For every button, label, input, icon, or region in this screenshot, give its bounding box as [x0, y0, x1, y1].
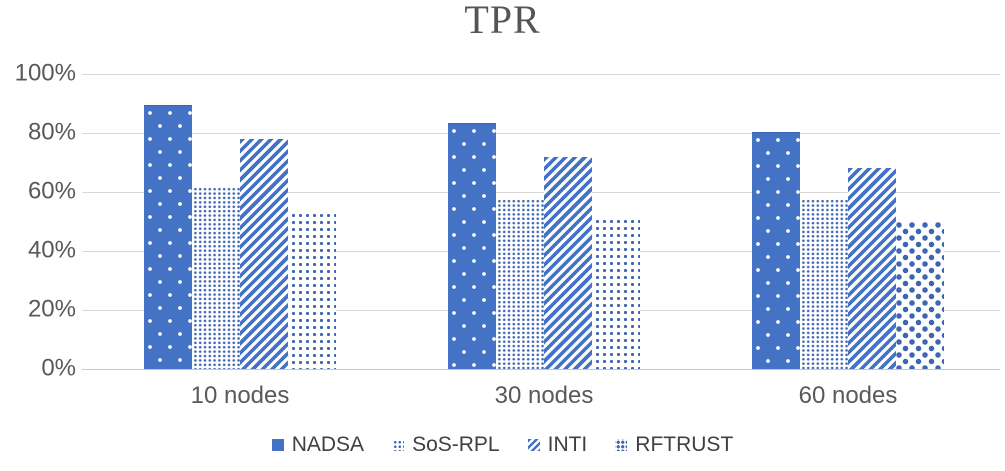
gridline-80: [82, 133, 1000, 134]
x-axis-labels: 10 nodes 30 nodes 60 nodes: [88, 382, 1000, 410]
gridline-60: [82, 192, 1000, 193]
legend-item-inti: INTI: [527, 433, 588, 457]
bar-groups: [88, 74, 1000, 369]
category-group-60-nodes: [696, 74, 1000, 369]
category-group-30-nodes: [392, 74, 696, 369]
bar-inti-60-nodes: [848, 168, 896, 369]
bar-inti-30-nodes: [544, 156, 592, 369]
bar-inti-10-nodes: [240, 138, 288, 369]
x-axis-category-label-30-nodes: 30 nodes: [494, 382, 594, 409]
bar-rftrust-60-nodes: [896, 221, 944, 369]
legend-label-rftrust: RFTRUST: [635, 433, 734, 456]
chart-title: TPR: [464, 0, 541, 42]
plot-area: 0% 20% 40% 60% 80% 100%: [15, 59, 1000, 381]
bar-nadsa-30-nodes: [448, 123, 496, 369]
legend-item-rftrust: RFTRUST: [615, 433, 733, 457]
legend-swatch-nadsa: [271, 439, 284, 451]
legend-swatch-rftrust: [615, 439, 628, 451]
legend-label-nadsa: NADSA: [291, 433, 365, 456]
x-axis-category-label-10-nodes: 10 nodes: [190, 382, 290, 409]
legend-item-nadsa: NADSA: [271, 433, 365, 457]
gridline-100: [82, 74, 1000, 75]
gridline-0: [82, 369, 1000, 370]
y-axis-tick-label-60: 60%: [27, 177, 76, 205]
legend-label-inti: INTI: [547, 433, 588, 456]
legend-swatch-sos-rpl: [392, 439, 405, 451]
bar-rftrust-30-nodes: [592, 215, 640, 369]
y-axis-tick-label-0: 0%: [41, 354, 76, 382]
y-axis-tick-label-20: 20%: [27, 295, 76, 323]
bar-sos-rpl-10-nodes: [192, 186, 240, 369]
category-group-10-nodes: [88, 74, 392, 369]
y-axis-tick-label-40: 40%: [27, 236, 76, 264]
legend-item-sos-rpl: SoS-RPL: [392, 433, 500, 457]
legend: NADSA SoS-RPL INTI RFTRUST: [0, 433, 1005, 457]
legend-label-sos-rpl: SoS-RPL: [412, 433, 500, 456]
y-axis-tick-label-100: 100%: [14, 59, 76, 87]
y-axis-tick-label-80: 80%: [27, 118, 76, 146]
legend-swatch-inti: [527, 439, 540, 451]
bar-rftrust-10-nodes: [288, 209, 336, 369]
bar-nadsa-10-nodes: [144, 105, 192, 369]
bar-sos-rpl-60-nodes: [800, 197, 848, 369]
bar-nadsa-60-nodes: [752, 132, 800, 369]
x-axis-category-label-60-nodes: 60 nodes: [798, 382, 898, 409]
bar-sos-rpl-30-nodes: [496, 197, 544, 369]
